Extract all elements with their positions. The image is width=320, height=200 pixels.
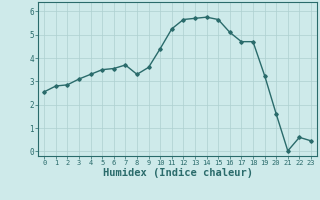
X-axis label: Humidex (Indice chaleur): Humidex (Indice chaleur): [103, 168, 252, 178]
